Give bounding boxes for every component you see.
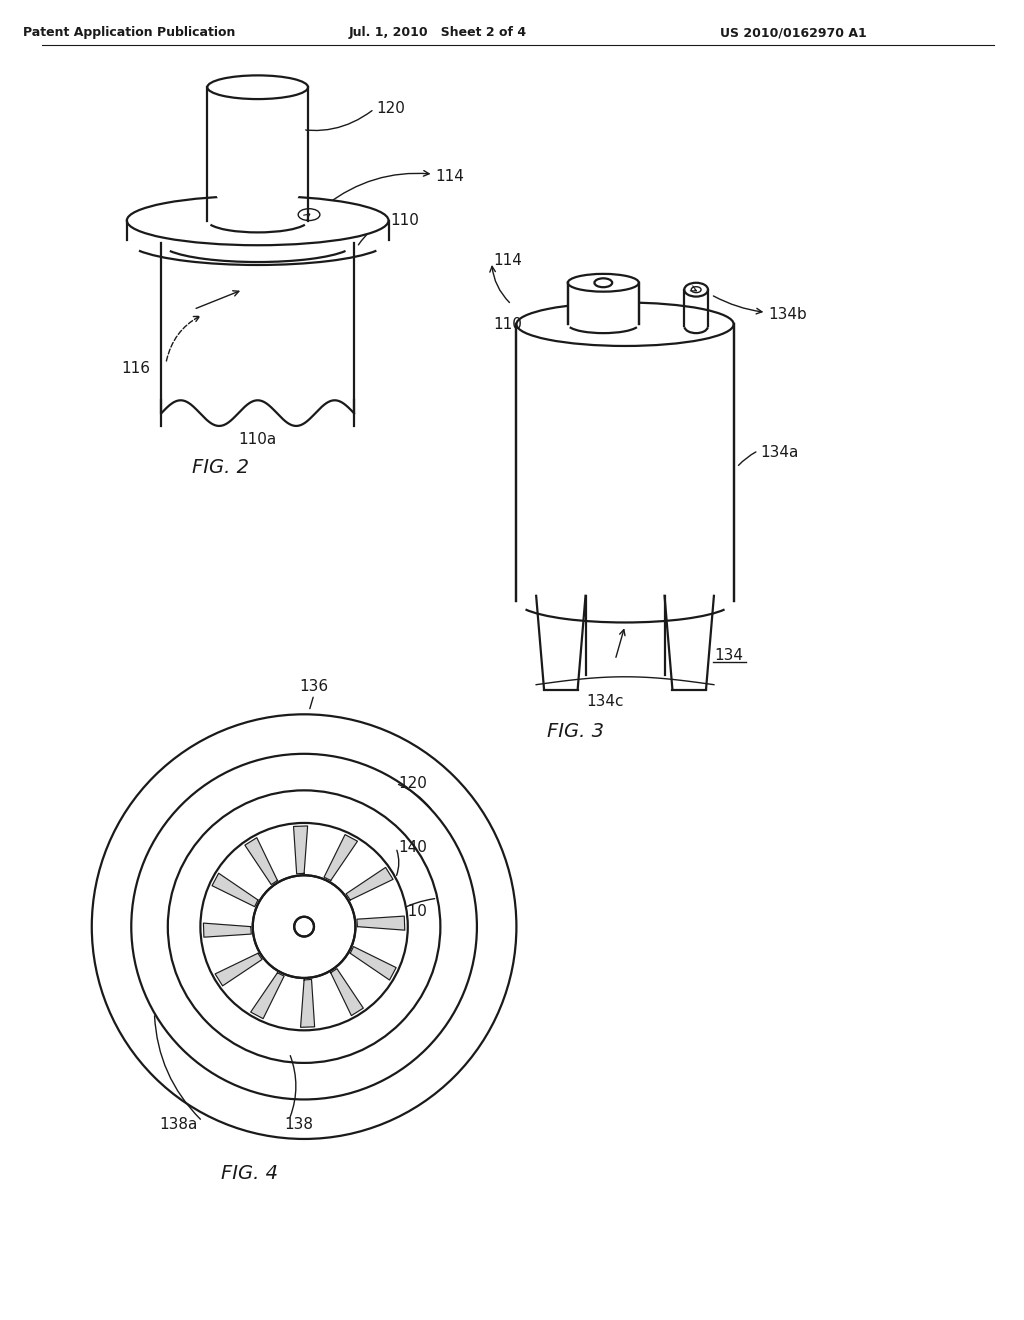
Text: 134: 134 [714,648,743,663]
Text: Patent Application Publication: Patent Application Publication [24,26,236,40]
Polygon shape [212,874,258,907]
Ellipse shape [567,273,639,292]
Text: 120: 120 [398,776,427,791]
Ellipse shape [594,279,612,288]
Text: 110: 110 [390,213,419,228]
Polygon shape [294,826,307,874]
Ellipse shape [253,875,355,978]
Ellipse shape [201,822,408,1031]
Ellipse shape [516,302,733,346]
Polygon shape [331,969,364,1015]
Text: Jul. 1, 2010   Sheet 2 of 4: Jul. 1, 2010 Sheet 2 of 4 [348,26,526,40]
Text: 134a: 134a [761,445,799,461]
Text: 116: 116 [122,362,151,376]
Polygon shape [350,946,396,979]
Text: FIG. 4: FIG. 4 [221,1164,279,1183]
Text: 110: 110 [494,317,522,331]
Text: 136: 136 [299,680,329,694]
Text: 138: 138 [285,1117,313,1131]
Polygon shape [346,867,393,900]
Ellipse shape [298,209,319,220]
Text: 120: 120 [376,102,406,116]
Bar [567,282,639,325]
Polygon shape [301,979,314,1027]
Text: 114: 114 [435,169,464,183]
Text: 138a: 138a [160,1117,198,1131]
Text: 110: 110 [398,904,427,919]
Polygon shape [324,834,357,880]
Text: 114: 114 [494,252,522,268]
Text: FIG. 3: FIG. 3 [547,722,604,741]
Bar [516,325,733,601]
Text: 110a: 110a [239,432,276,447]
Ellipse shape [207,82,308,227]
Polygon shape [357,916,404,931]
Polygon shape [204,923,251,937]
Text: FIG. 2: FIG. 2 [191,458,249,477]
Text: 134c: 134c [587,694,624,709]
Polygon shape [245,838,278,884]
Text: US 2010/0162970 A1: US 2010/0162970 A1 [720,26,866,40]
Ellipse shape [684,282,708,297]
Ellipse shape [127,195,388,246]
Ellipse shape [207,75,308,99]
Ellipse shape [131,754,477,1100]
Text: 134b: 134b [768,306,807,322]
Text: 140: 140 [398,840,427,855]
Polygon shape [215,953,262,986]
Polygon shape [251,973,284,1019]
